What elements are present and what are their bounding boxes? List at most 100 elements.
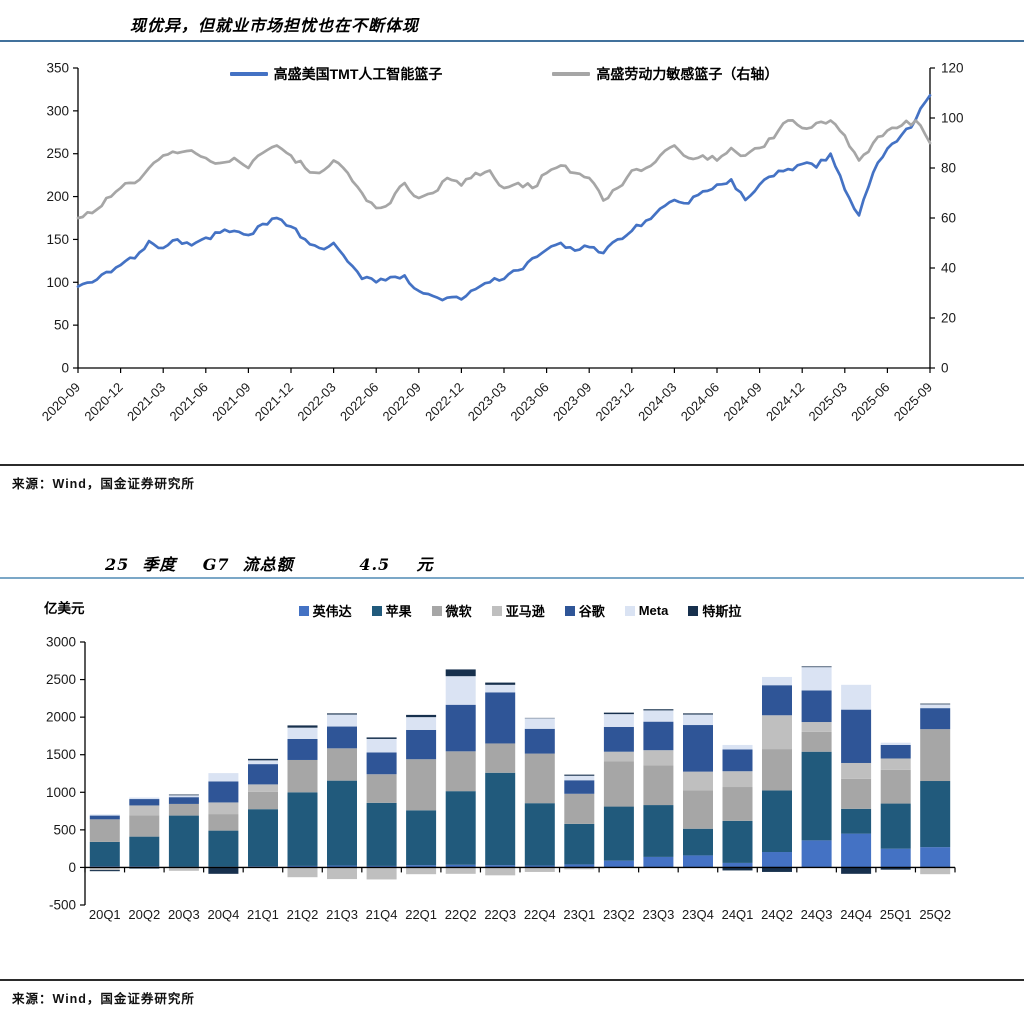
svg-text:21Q2: 21Q2 [287, 907, 319, 922]
svg-text:23Q4: 23Q4 [682, 907, 714, 922]
svg-text:0: 0 [68, 860, 76, 875]
svg-text:1500: 1500 [46, 747, 76, 762]
svg-text:100: 100 [941, 111, 964, 126]
svg-text:20Q4: 20Q4 [208, 907, 240, 922]
svg-text:2022-06: 2022-06 [337, 380, 381, 424]
svg-text:2021-09: 2021-09 [209, 380, 253, 424]
svg-text:23Q1: 23Q1 [563, 907, 595, 922]
svg-text:20Q2: 20Q2 [128, 907, 160, 922]
svg-text:20Q1: 20Q1 [89, 907, 121, 922]
svg-text:2023-12: 2023-12 [593, 380, 637, 424]
svg-text:40: 40 [941, 261, 956, 276]
figure1-title-rule [0, 40, 1024, 42]
stacked-bar-chart: 3000 2500 2000 1500 1000 500 0 -500 20Q1 20Q2 20Q3… [46, 635, 956, 922]
legend-item: Meta [624, 603, 669, 618]
legend-label: 亚马逊 [505, 604, 545, 619]
svg-text:23Q2: 23Q2 [603, 907, 635, 922]
svg-text:24Q4: 24Q4 [840, 907, 872, 922]
figure2-title: 25 季度 G7 流总额 4.5 元 [105, 555, 434, 574]
svg-text:21Q4: 21Q4 [366, 907, 398, 922]
svg-text:80: 80 [941, 161, 956, 176]
legend-item: 亚马逊 [491, 601, 545, 620]
legend-square-swatch [624, 605, 635, 616]
figure2-source: 来源：Wind，国金证券研究所 [12, 992, 195, 1006]
svg-text:100: 100 [46, 275, 69, 290]
legend-label: 英伟达 [312, 604, 352, 619]
legend-label: 特斯拉 [702, 604, 742, 619]
legend-square-swatch [371, 605, 382, 616]
legend-line-swatch [552, 72, 591, 76]
svg-text:20Q3: 20Q3 [168, 907, 200, 922]
legend-label: 谷歌 [578, 604, 605, 619]
legend-label: 微软 [445, 604, 472, 619]
svg-text:2022-03: 2022-03 [294, 380, 338, 424]
figure1-source: 来源：Wind，国金证券研究所 [12, 477, 195, 491]
line-chart: 0 50 100 150 200 250 300 350 0 20 40 60 80 100 120 2020… [39, 61, 964, 424]
legend-item: 谷歌 [564, 601, 605, 620]
svg-text:2023-09: 2023-09 [550, 380, 594, 424]
svg-text:200: 200 [46, 189, 69, 204]
legend-item: 高盛劳动力敏感篮子（右轴） [552, 64, 778, 84]
legend-line-swatch [229, 72, 268, 76]
svg-text:21Q1: 21Q1 [247, 907, 279, 922]
svg-text:24Q3: 24Q3 [801, 907, 833, 922]
svg-text:2023-06: 2023-06 [507, 380, 551, 424]
svg-text:50: 50 [54, 318, 69, 333]
svg-text:2024-06: 2024-06 [678, 380, 722, 424]
svg-text:300: 300 [46, 103, 69, 118]
legend-square-swatch [564, 605, 575, 616]
legend-item: 高盛美国TMT人工智能篮子 [229, 64, 442, 84]
line-chart-legend: 高盛美国TMT人工智能篮子 高盛劳动力敏感篮子（右轴） [78, 64, 930, 84]
svg-text:0: 0 [941, 361, 949, 376]
svg-text:1000: 1000 [46, 785, 76, 800]
legend-item: 微软 [431, 601, 472, 620]
svg-text:20: 20 [941, 311, 956, 326]
svg-text:25Q2: 25Q2 [919, 907, 951, 922]
svg-text:2022-12: 2022-12 [422, 380, 466, 424]
svg-text:2020-12: 2020-12 [81, 380, 125, 424]
svg-text:150: 150 [46, 232, 69, 247]
legend-label: Meta [638, 603, 669, 618]
svg-text:22Q4: 22Q4 [524, 907, 556, 922]
svg-text:2025-09: 2025-09 [891, 380, 935, 424]
legend-square-swatch [431, 605, 442, 616]
svg-text:2020-09: 2020-09 [39, 380, 83, 424]
svg-text:2024-12: 2024-12 [763, 380, 807, 424]
legend-item: 特斯拉 [688, 601, 741, 620]
svg-text:120: 120 [941, 61, 964, 76]
bar-chart-unit-label: 亿美元 [44, 601, 85, 616]
legend-label: 高盛劳动力敏感篮子（右轴） [596, 66, 779, 82]
svg-text:2021-12: 2021-12 [252, 380, 296, 424]
legend-square-swatch [491, 605, 502, 616]
legend-item: 苹果 [371, 601, 412, 620]
legend-label: 苹果 [385, 604, 412, 619]
svg-text:25Q1: 25Q1 [880, 907, 912, 922]
svg-text:350: 350 [46, 61, 69, 76]
legend-square-swatch [688, 605, 699, 616]
figure2-bottom-rule [0, 979, 1024, 981]
svg-text:22Q2: 22Q2 [445, 907, 477, 922]
svg-text:500: 500 [53, 822, 76, 837]
svg-text:2000: 2000 [46, 710, 76, 725]
svg-text:23Q3: 23Q3 [643, 907, 675, 922]
legend-item: 英伟达 [298, 601, 352, 620]
bar-chart-legend: 英伟达 苹果 微软 亚马逊 谷歌 Meta 特斯拉 [85, 601, 955, 620]
svg-text:0: 0 [61, 361, 69, 376]
svg-text:-500: -500 [49, 898, 76, 913]
svg-text:22Q1: 22Q1 [405, 907, 437, 922]
svg-text:2023-03: 2023-03 [465, 380, 509, 424]
svg-text:60: 60 [941, 211, 956, 226]
svg-text:21Q3: 21Q3 [326, 907, 358, 922]
svg-text:2022-09: 2022-09 [380, 380, 424, 424]
svg-text:2025-06: 2025-06 [848, 380, 892, 424]
svg-text:3000: 3000 [46, 635, 76, 650]
svg-text:2024-09: 2024-09 [720, 380, 764, 424]
svg-text:2021-06: 2021-06 [167, 380, 211, 424]
svg-text:2024-03: 2024-03 [635, 380, 679, 424]
figure2-title-rule [0, 577, 1024, 579]
svg-text:2500: 2500 [46, 672, 76, 687]
figure1-bottom-rule [0, 464, 1024, 466]
svg-text:250: 250 [46, 146, 69, 161]
svg-text:24Q2: 24Q2 [761, 907, 793, 922]
